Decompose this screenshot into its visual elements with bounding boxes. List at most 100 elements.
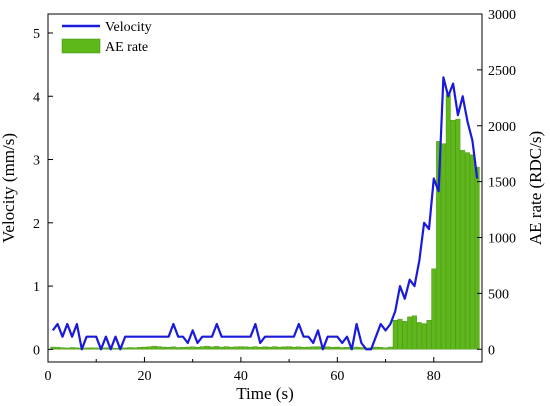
y-left-tick-label: 0 [33, 343, 40, 358]
ae-rate-bar [195, 347, 200, 350]
x-tick-label: 20 [137, 369, 151, 384]
ae-rate-bar [214, 346, 220, 350]
ae-rate-bar [166, 347, 171, 350]
ae-rate-bar [445, 94, 451, 350]
ae-rate-bar [397, 318, 403, 350]
ae-rate-bar [170, 346, 176, 350]
y-left-tick-label: 5 [33, 27, 40, 42]
ae-rate-bar [325, 346, 331, 350]
ae-rate-bar [122, 347, 128, 350]
ae-rate-bar [330, 347, 335, 350]
ae-rate-bar [416, 322, 422, 350]
ae-rate-bar [359, 347, 364, 350]
ae-rate-bar [69, 347, 75, 350]
ae-rate-bar [436, 141, 442, 350]
ae-rate-bar [291, 346, 297, 350]
ae-rate-bar [460, 150, 466, 350]
y-right-tick-label: 2000 [488, 120, 516, 135]
ae-rate-bar [204, 345, 210, 350]
ae-rate-bar [88, 347, 94, 350]
ae-rate-bar [146, 346, 152, 350]
legend: Velocity AE rate [61, 20, 152, 55]
legend-velocity-label: Velocity [105, 20, 152, 35]
ae-rate-bar [392, 320, 398, 350]
ae-rate-bar [103, 347, 109, 350]
x-tick-label: 40 [234, 369, 248, 384]
ae-rate-bar [113, 347, 118, 350]
y-right-tick-label: 0 [488, 343, 495, 358]
ae-rate-bar [199, 346, 205, 350]
ae-rate-bar [450, 119, 456, 350]
ae-rate-bar [441, 143, 446, 350]
ae-rate-bar [137, 347, 143, 350]
ae-rate-bar [378, 347, 384, 350]
ae-rate-bar [60, 347, 65, 350]
ae-rate-bar [402, 321, 408, 350]
x-tick-label: 80 [427, 369, 441, 384]
ae-rate-bar [248, 346, 253, 350]
velocity-line [51, 76, 479, 351]
ae-rate-bar [84, 347, 89, 350]
ae-rate-bar [407, 316, 413, 350]
ae-rate-bar [262, 346, 268, 350]
y-right-tick-label: 500 [488, 287, 509, 302]
ae-rate-bar [142, 346, 147, 350]
y-left-axis-title: Velocity (mm/s) [0, 133, 18, 243]
ae-rate-bar [238, 346, 244, 350]
ae-rate-bar [421, 323, 427, 350]
ae-rate-bar [132, 347, 138, 350]
ae-rate-bar [127, 347, 133, 350]
ae-rate-bar [305, 346, 311, 350]
x-tick-label: 0 [45, 369, 52, 384]
ae-rate-bar [243, 346, 249, 350]
y-left-tick-label: 3 [33, 154, 40, 169]
plot-frame [47, 13, 483, 363]
ae-rate-bar [219, 346, 225, 350]
ae-rate-bar [161, 346, 167, 350]
ae-rate-bar [334, 346, 340, 350]
ae-rate-bar [296, 346, 302, 350]
x-axis-title: Time (s) [236, 384, 293, 403]
ae-rate-bar [301, 347, 306, 350]
ae-rate-bar [190, 346, 196, 350]
ae-rate-bar [277, 346, 282, 350]
ae-rate-bar [64, 347, 70, 350]
ae-rate-bar [354, 346, 360, 350]
y-left-tick-label: 1 [33, 280, 40, 295]
ae-rate-bar [412, 315, 417, 350]
y-right-axis-title: AE rate (RDC/s) [526, 131, 545, 245]
ae-rate-bar [455, 118, 461, 350]
ae-rate-bar [272, 346, 278, 350]
ae-rate-bar [156, 346, 162, 350]
y-right-tick-label: 3000 [488, 8, 516, 23]
y-right-tick-label: 1500 [488, 176, 516, 191]
ae-rate-bar [267, 346, 273, 350]
ae-rate-bar [228, 346, 234, 350]
velocity-line-layer [51, 76, 479, 351]
x-tick-label: 60 [330, 369, 344, 384]
ae-rate-bar [426, 320, 432, 350]
ae-rate-bar [310, 346, 316, 350]
ae-rate-bars [50, 94, 480, 350]
y-right-tick-label: 2500 [488, 64, 516, 79]
ae-rate-bar [315, 346, 321, 350]
ae-rate-bar [151, 345, 157, 350]
ae-rate-bar [431, 268, 437, 350]
y-right-tick-label: 1000 [488, 232, 516, 247]
ae-rate-bar [224, 346, 229, 350]
y-left-tick-label: 4 [33, 90, 40, 105]
ae-rate-bar [465, 152, 470, 350]
y-left-tick-label: 2 [33, 217, 40, 232]
ae-rate-bar [281, 346, 287, 350]
ae-rate-bar [55, 347, 61, 350]
ae-rate-bar [175, 347, 181, 350]
ae-rate-bar [74, 347, 80, 350]
ae-rate-bar [257, 347, 263, 350]
ae-rate-bar [474, 166, 480, 350]
ae-rate-bar [469, 154, 475, 350]
ae-rate-bar [387, 346, 393, 350]
ticks-layer: 0 20 40 60 80 0 1 2 3 4 5 0 500 1000 1500 2000 2500 3000 [33, 8, 516, 384]
ae-rate-bar [286, 346, 292, 350]
ae-rate-bar [383, 347, 388, 350]
